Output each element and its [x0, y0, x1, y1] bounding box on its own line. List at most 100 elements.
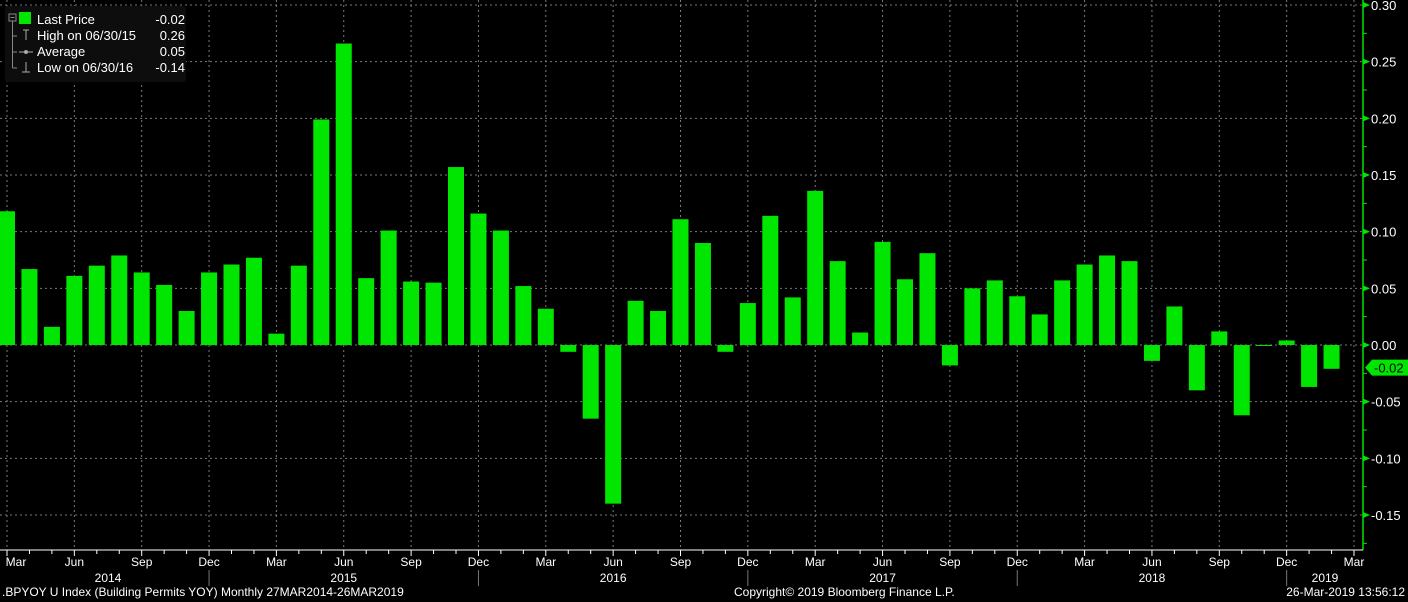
bar-jun-2018: [1143, 345, 1160, 361]
legend-average: Average 0.05: [37, 44, 185, 60]
bar-sep-2015: [403, 281, 420, 345]
bar-sep-2014: [133, 272, 150, 345]
legend-label: Last Price: [37, 12, 95, 27]
bar-feb-2016: [515, 286, 532, 345]
bar-mar-2017: [807, 190, 824, 345]
y-tick-label: 0.10: [1371, 225, 1396, 240]
bar-oct-2017: [964, 288, 981, 345]
year-label: 2014: [95, 571, 122, 585]
bar-jan-2015: [223, 264, 240, 345]
bar-aug-2016: [650, 311, 667, 345]
x-tick-label: Sep: [670, 555, 692, 569]
bar-sep-2017: [941, 345, 958, 366]
bar-oct-2015: [425, 282, 442, 345]
legend-label: Low on 06/30/16: [37, 60, 134, 75]
legend-label: High on 06/30/15: [37, 28, 137, 43]
bar-apr-2017: [829, 261, 846, 345]
bar-jun-2016: [605, 345, 622, 504]
bar-aug-2015: [380, 230, 397, 345]
last-price-tag: [1365, 359, 1408, 376]
x-tick-label: Mar: [805, 555, 826, 569]
x-tick-label: Mar: [6, 555, 27, 569]
bar-may-2018: [1121, 261, 1138, 345]
footer-timestamp: 26-Mar-2019 13:56:12: [1286, 585, 1405, 599]
x-tick-label: Sep: [131, 555, 153, 569]
bar-dec-2014: [201, 272, 218, 345]
bar-oct-2014: [156, 284, 173, 345]
bar-mar-2018: [1076, 264, 1093, 345]
bar-apr-2016: [560, 345, 577, 352]
bar-feb-2018: [1054, 280, 1071, 345]
bar-nov-2018: [1256, 345, 1273, 346]
bar-jun-2017: [874, 241, 891, 345]
x-tick-label: Sep: [939, 555, 961, 569]
legend-last-price: Last Price -0.02: [37, 12, 185, 28]
y-tick-label: -0.05: [1371, 395, 1401, 410]
x-tick-label: Jun: [603, 555, 622, 569]
bar-mar-2016: [537, 308, 554, 345]
x-tick-label: Dec: [198, 555, 219, 569]
bar-feb-2017: [784, 297, 801, 345]
bar-dec-2015: [470, 213, 487, 345]
x-tick-label: Sep: [400, 555, 422, 569]
bar-mar-2014: [0, 211, 15, 345]
legend-value: -0.14: [155, 60, 185, 75]
bar-jun-2015: [335, 43, 352, 345]
x-tick-label: Dec: [1276, 555, 1297, 569]
x-tick-label: Jun: [873, 555, 892, 569]
bar-sep-2016: [672, 219, 689, 345]
bar-apr-2015: [290, 265, 307, 345]
bar-apr-2018: [1099, 255, 1116, 345]
bar-may-2017: [852, 332, 869, 345]
bar-dec-2018: [1278, 340, 1295, 345]
bar-jan-2016: [492, 230, 509, 345]
bar-jul-2018: [1166, 306, 1183, 345]
bar-may-2015: [313, 119, 330, 345]
footer-copyright: Copyright© 2019 Bloomberg Finance L.P.: [734, 585, 955, 599]
x-tick-label: Sep: [1209, 555, 1231, 569]
y-tick-label: 0.15: [1371, 168, 1396, 183]
legend-value: -0.02: [155, 12, 185, 27]
bar-oct-2018: [1233, 345, 1250, 416]
bar-jan-2017: [762, 215, 779, 345]
bar-mar-2015: [268, 333, 285, 345]
bar-jul-2017: [897, 279, 913, 345]
bar-aug-2017: [919, 253, 936, 345]
bar-jun-2014: [66, 275, 83, 345]
legend-high: High on 06/30/15 0.26: [37, 28, 185, 44]
year-label: 2015: [330, 571, 357, 585]
footer-ticker: .BPYOY U Index (Building Permits YOY) Mo…: [2, 585, 404, 599]
bar-feb-2015: [245, 257, 262, 345]
bar-dec-2016: [739, 303, 756, 345]
bar-jul-2016: [627, 300, 644, 345]
bar-nov-2017: [986, 280, 1003, 345]
y-tick-label: 0.30: [1371, 0, 1396, 13]
bar-nov-2015: [448, 167, 464, 345]
x-tick-label: Dec: [737, 555, 758, 569]
bar-jul-2014: [88, 265, 105, 345]
bar-nov-2014: [178, 311, 195, 345]
bar-aug-2014: [111, 255, 128, 345]
year-label: 2018: [1139, 571, 1166, 585]
x-tick-label: Dec: [468, 555, 489, 569]
bar-jul-2015: [358, 278, 375, 345]
bar-nov-2016: [717, 345, 734, 352]
y-tick-label: -0.10: [1371, 451, 1401, 466]
x-tick-label: Jun: [1142, 555, 1161, 569]
last-price-label: -0.02: [1374, 361, 1404, 376]
bar-jan-2019: [1301, 345, 1318, 387]
legend: Last Price -0.02 High on 06/30/15 0.26 Ave…: [5, 6, 186, 82]
x-tick-label: Jun: [65, 555, 84, 569]
y-tick-label: 0.00: [1371, 338, 1396, 353]
x-tick-label: Mar: [266, 555, 287, 569]
y-tick-label: 0.05: [1371, 281, 1396, 296]
bar-oct-2016: [694, 243, 711, 345]
bar-may-2016: [582, 345, 599, 419]
legend-low: Low on 06/30/16 -0.14: [37, 60, 185, 76]
x-tick-label: Jun: [334, 555, 353, 569]
legend-tree-icon: [8, 12, 33, 73]
bar-apr-2014: [21, 269, 38, 345]
legend-value: 0.26: [159, 28, 185, 43]
legend-label: Average: [37, 44, 86, 59]
